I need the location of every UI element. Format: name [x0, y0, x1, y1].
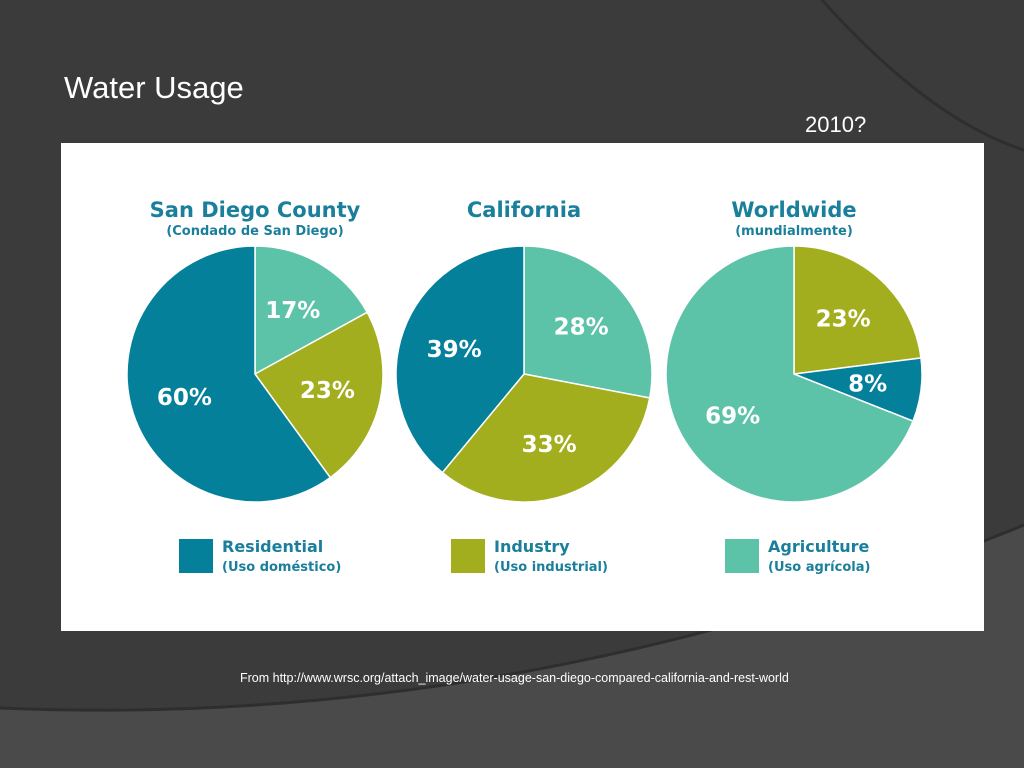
pie-slice-residential: [395, 245, 525, 474]
pie-slice-residential: [126, 245, 332, 503]
pie-subtitle: (Condado de San Diego): [166, 224, 343, 239]
slice-label: 60%: [157, 385, 212, 411]
legend-swatch-residential: [179, 539, 213, 573]
legend-label: Residential: [222, 537, 323, 556]
slice-label: 39%: [427, 337, 482, 363]
legend-swatch-industry: [451, 539, 485, 573]
slide-title: Water Usage: [64, 70, 244, 105]
slice-label: 8%: [848, 371, 887, 397]
pie-slice-agriculture: [254, 245, 369, 376]
pie-title: Worldwide: [731, 198, 856, 222]
pie-slice-industry: [793, 245, 922, 375]
slice-label: 23%: [300, 378, 355, 404]
slice-label: 28%: [554, 315, 609, 341]
pie-title: San Diego County: [150, 198, 361, 222]
source-note: From http://www.wrsc.org/attach_image/wa…: [240, 671, 789, 685]
pie-slice-agriculture: [665, 245, 914, 503]
pie-slice-agriculture: [523, 245, 653, 399]
pie-subtitle: (mundialmente): [735, 224, 853, 239]
legend-sublabel: (Uso industrial): [494, 560, 608, 575]
legend-swatch-agriculture: [725, 539, 759, 573]
pie-title: California: [467, 198, 581, 222]
pie-charts: 17% 23% 60% San Diego County (Condado de San…: [126, 198, 923, 575]
slice-label: 69%: [705, 404, 760, 430]
year-note: 2010?: [805, 112, 867, 137]
slice-label: 33%: [522, 432, 577, 458]
slice-label: 23%: [816, 306, 871, 332]
legend-sublabel: (Uso doméstico): [222, 560, 341, 575]
legend-label: Agriculture: [768, 537, 870, 556]
pie-slice-industry: [253, 311, 384, 479]
legend-label: Industry: [494, 537, 570, 556]
slice-label: 17%: [265, 298, 320, 324]
pie-slice-industry: [441, 373, 651, 503]
chart-panel: 17% 23% 60% San Diego County (Condado de San…: [61, 143, 984, 631]
legend-sublabel: (Uso agrícola): [768, 560, 870, 575]
